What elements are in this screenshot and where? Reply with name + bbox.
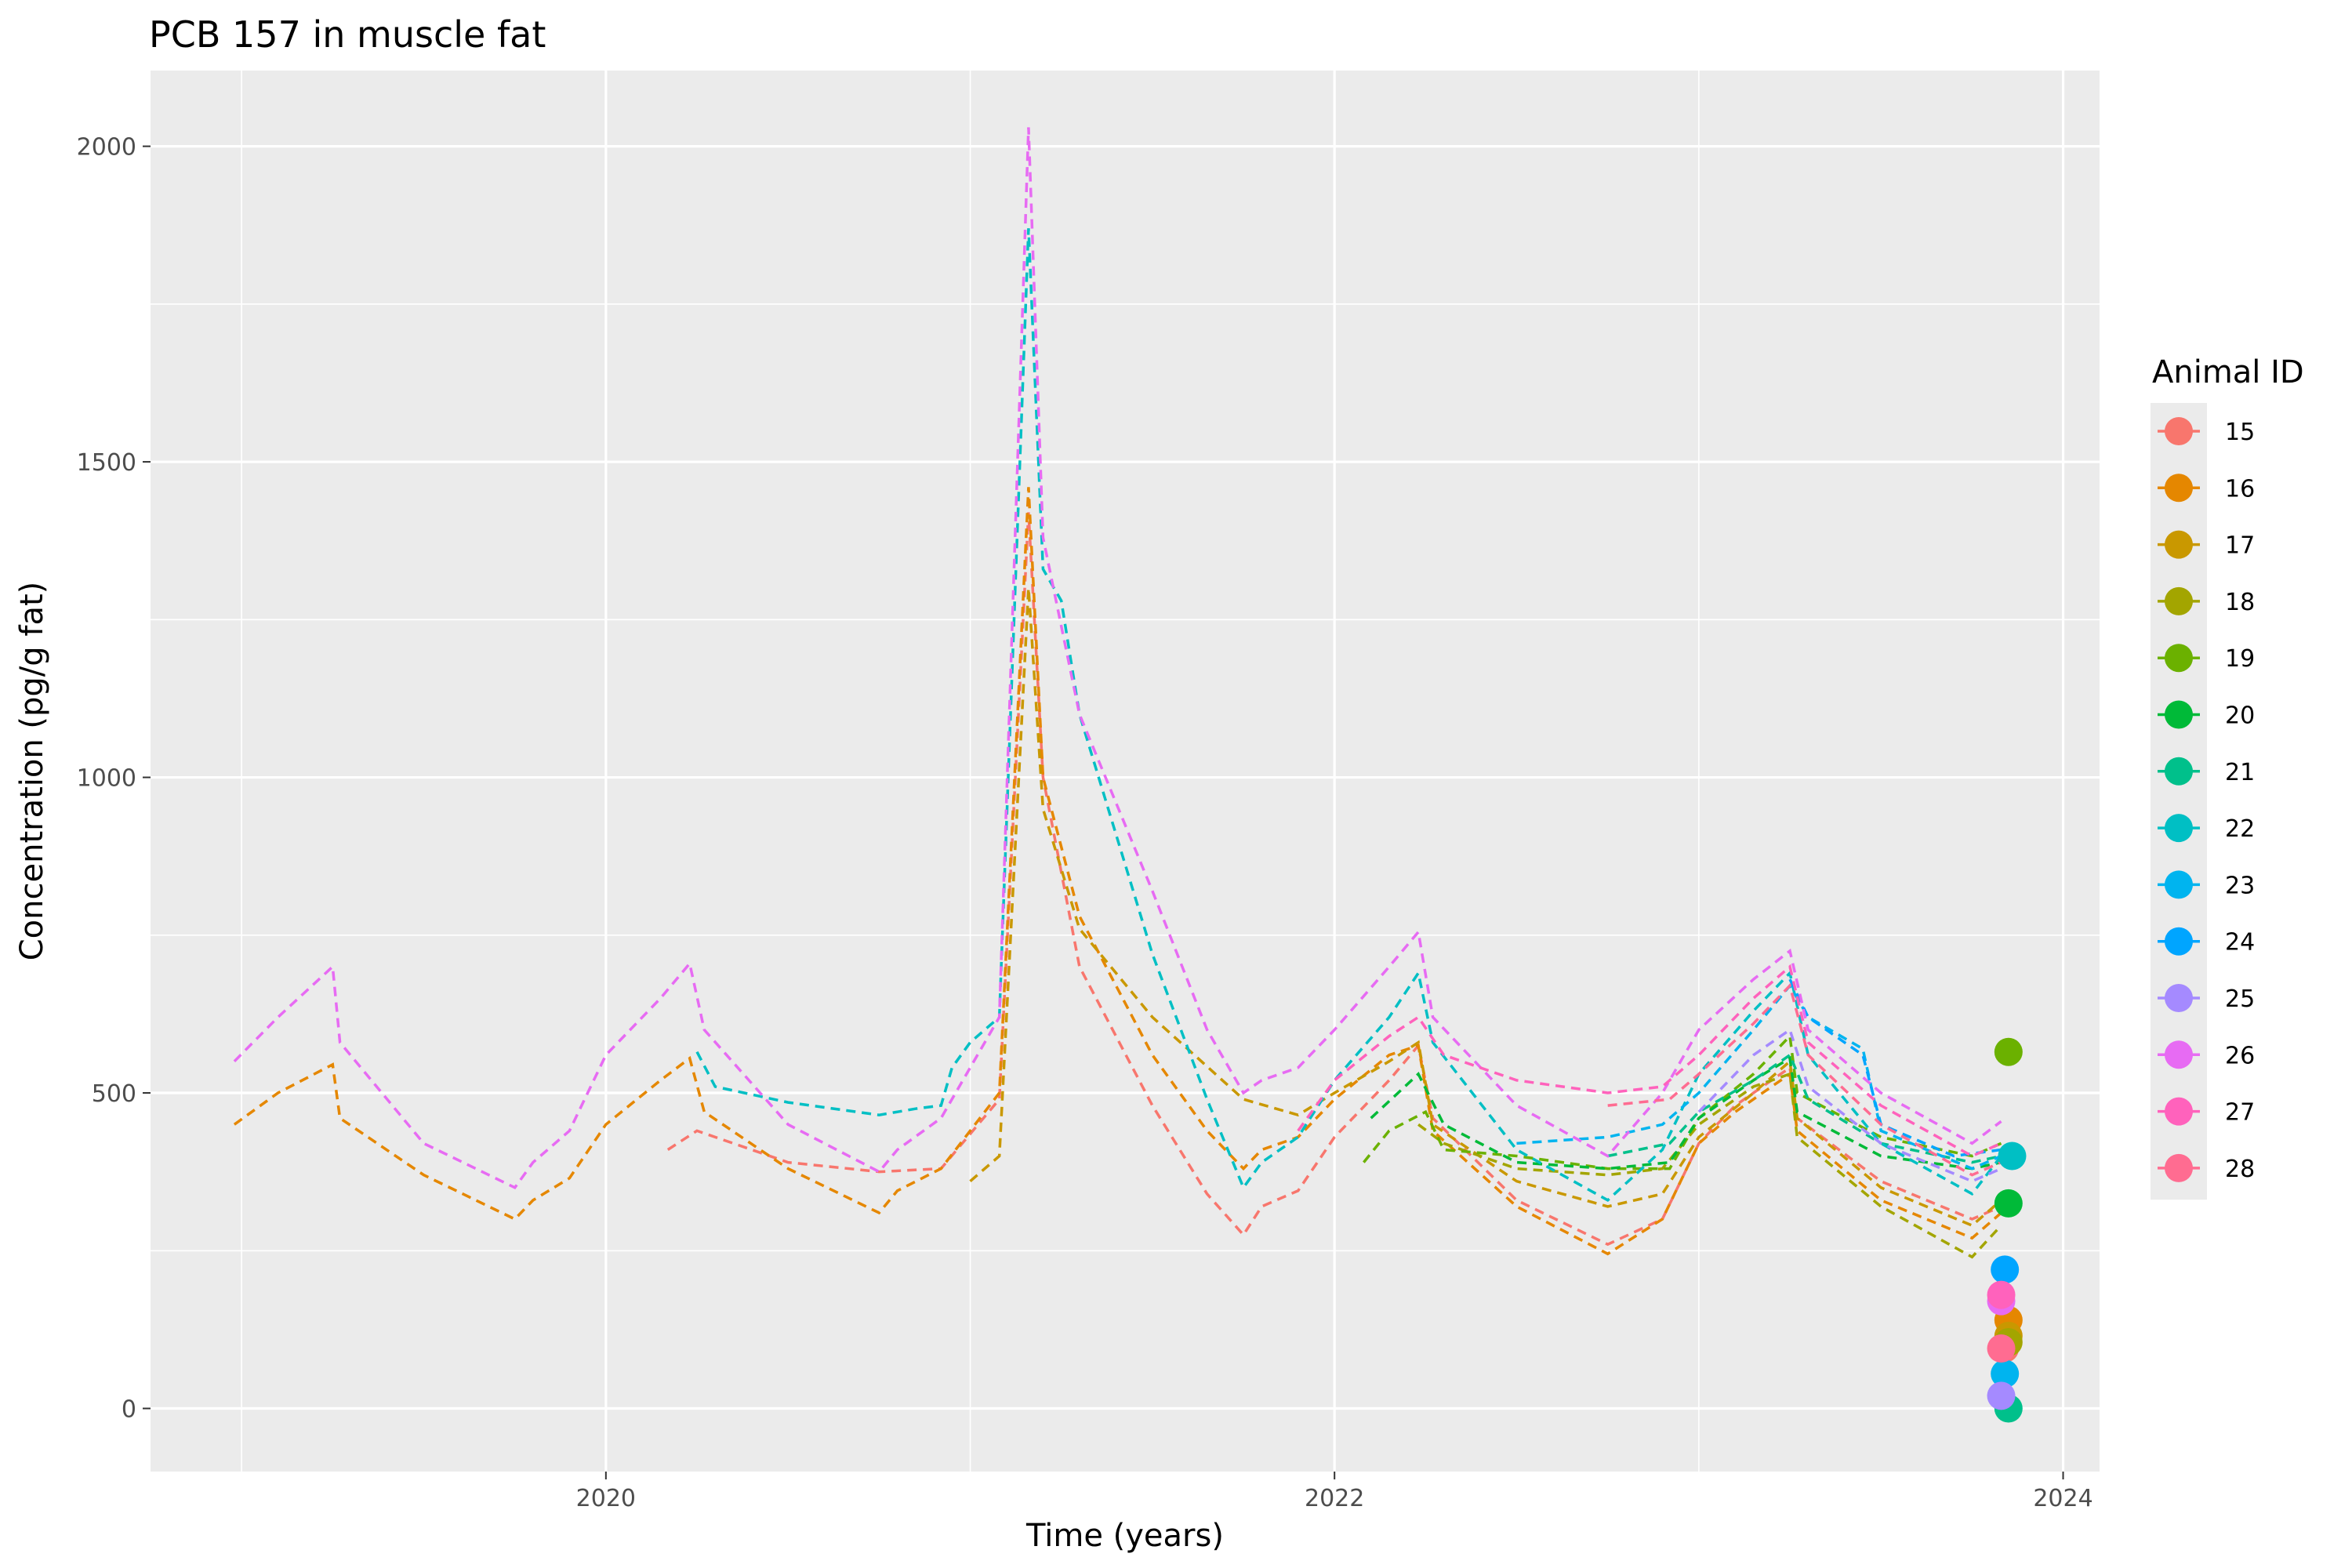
legend: Animal ID 15 16 17 18 19 20 21 22 23 24 25 26 27 28 bbox=[2151, 354, 2304, 1200]
legend-label: 22 bbox=[2225, 815, 2255, 843]
y-tick-label: 0 bbox=[122, 1396, 136, 1424]
legend-label: 28 bbox=[2225, 1156, 2255, 1183]
series-line-28 bbox=[1607, 982, 2002, 1177]
legend-key-point bbox=[2165, 870, 2193, 899]
legend-key-point bbox=[2165, 757, 2193, 786]
x-tick-label: 2020 bbox=[576, 1485, 636, 1512]
y-axis: 0 500 1000 1500 2000 bbox=[77, 134, 151, 1424]
legend-label: 19 bbox=[2225, 645, 2255, 673]
grid-minor bbox=[151, 71, 2100, 1472]
chart-title: PCB 157 in muscle fat bbox=[149, 13, 546, 56]
series-lines bbox=[233, 127, 2002, 1259]
legend-key-point bbox=[2165, 586, 2193, 615]
legend-label: 15 bbox=[2225, 419, 2255, 446]
legend-key-point bbox=[2165, 474, 2193, 503]
legend-title: Animal ID bbox=[2152, 354, 2304, 390]
series-line-15 bbox=[666, 512, 2002, 1247]
legend-key-point bbox=[2165, 814, 2193, 843]
legend-label: 24 bbox=[2225, 929, 2255, 956]
series-line-22 bbox=[695, 228, 2002, 1203]
series-point-27 bbox=[1987, 1280, 2016, 1309]
legend-label: 18 bbox=[2225, 589, 2255, 616]
legend-key-point bbox=[2165, 984, 2193, 1012]
y-axis-label: Concentration (pg/g fat) bbox=[14, 582, 50, 961]
legend-key-point bbox=[2165, 700, 2193, 729]
legend-label: 27 bbox=[2225, 1099, 2255, 1127]
legend-label: 25 bbox=[2225, 985, 2255, 1013]
series-line-16 bbox=[233, 487, 2002, 1256]
series-point-22 bbox=[1998, 1142, 2027, 1171]
y-tick-label: 500 bbox=[92, 1080, 136, 1108]
y-tick-label: 2000 bbox=[77, 134, 136, 162]
series-line-25 bbox=[1697, 1027, 2002, 1183]
series-line-26 bbox=[233, 127, 2002, 1190]
series-point-25 bbox=[1987, 1381, 2016, 1410]
x-tick-label: 2022 bbox=[1305, 1485, 1364, 1512]
plot-panel bbox=[151, 71, 2100, 1472]
series-point-20 bbox=[1994, 1189, 2023, 1218]
series-line-20 bbox=[1370, 1055, 2002, 1171]
legend-label: 23 bbox=[2225, 872, 2255, 899]
legend-key-point bbox=[2165, 530, 2193, 559]
y-tick-label: 1000 bbox=[77, 765, 136, 793]
legend-key-point bbox=[2165, 644, 2193, 673]
x-tick-label: 2024 bbox=[2033, 1485, 2092, 1512]
legend-label: 16 bbox=[2225, 475, 2255, 503]
legend-label: 20 bbox=[2225, 702, 2255, 730]
series-line-27 bbox=[1297, 964, 2002, 1158]
grid-major bbox=[151, 71, 2100, 1472]
series-line-18 bbox=[1417, 1072, 2002, 1259]
legend-key-point bbox=[2165, 1097, 2193, 1126]
series-point-19 bbox=[1994, 1037, 2023, 1066]
legend-background bbox=[2151, 403, 2207, 1200]
series-points bbox=[1987, 1037, 2027, 1423]
legend-key-point bbox=[2165, 1040, 2193, 1069]
legend-key-point bbox=[2165, 417, 2193, 445]
x-axis: 2020 2022 2024 bbox=[576, 1472, 2093, 1512]
series-point-24 bbox=[1991, 1255, 2020, 1284]
x-axis-label: Time (years) bbox=[1025, 1518, 1224, 1554]
legend-label: 26 bbox=[2225, 1042, 2255, 1069]
legend-key-point bbox=[2165, 927, 2193, 956]
y-tick-label: 1500 bbox=[77, 449, 136, 477]
legend-label: 17 bbox=[2225, 532, 2255, 560]
series-line-17 bbox=[969, 587, 2002, 1228]
series-point-23 bbox=[1991, 1359, 2020, 1388]
legend-key-point bbox=[2165, 1153, 2193, 1182]
legend-label: 21 bbox=[2225, 759, 2255, 786]
series-point-28 bbox=[1987, 1334, 2016, 1363]
series-line-19 bbox=[1363, 1033, 2002, 1171]
legend-items: 15 16 17 18 19 20 21 22 23 24 25 26 27 28 bbox=[2158, 417, 2255, 1183]
